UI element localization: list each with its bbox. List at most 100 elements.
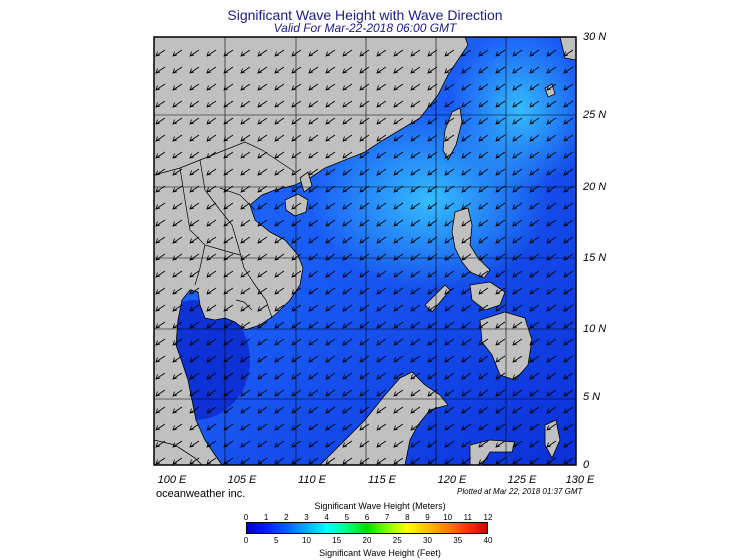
- wave-direction-arrow: [410, 372, 421, 380]
- wave-direction-arrow: [189, 236, 200, 244]
- wave-direction-arrow: [563, 338, 574, 346]
- colorbar: [246, 522, 488, 534]
- colorbar-tick-meters: 10: [443, 513, 453, 522]
- wave-direction-arrow: [172, 168, 183, 176]
- wave-direction-arrow: [155, 355, 166, 363]
- wave-direction-arrow: [376, 389, 387, 397]
- wave-direction-arrow: [478, 270, 489, 278]
- wave-direction-arrow: [223, 304, 234, 312]
- wave-direction-arrow: [223, 321, 234, 329]
- wave-direction-arrow: [172, 287, 183, 295]
- wave-direction-arrow: [359, 168, 370, 176]
- wave-direction-arrow: [359, 66, 370, 74]
- wave-direction-arrow: [410, 389, 421, 397]
- wave-direction-arrow: [308, 372, 319, 380]
- wave-direction-arrow: [172, 185, 183, 193]
- wave-direction-arrow: [274, 287, 285, 295]
- wave-direction-arrow: [444, 338, 455, 346]
- wave-direction-arrow: [359, 338, 370, 346]
- wave-direction-arrow: [206, 423, 217, 431]
- wave-direction-arrow: [495, 423, 506, 431]
- wave-direction-arrow: [393, 236, 404, 244]
- wave-direction-arrow: [529, 457, 540, 465]
- wave-direction-arrow: [563, 202, 574, 210]
- wave-direction-arrow: [189, 49, 200, 57]
- wave-direction-arrow: [444, 423, 455, 431]
- company-credit: oceanweather inc.: [156, 488, 246, 500]
- wave-direction-arrow: [427, 389, 438, 397]
- wave-direction-arrow: [308, 338, 319, 346]
- wave-direction-arrow: [444, 185, 455, 193]
- wave-direction-arrow: [240, 83, 251, 91]
- wave-direction-arrow: [291, 168, 302, 176]
- wave-direction-arrow: [444, 100, 455, 108]
- wave-direction-arrow: [189, 83, 200, 91]
- wave-direction-arrow: [308, 219, 319, 227]
- wave-direction-arrow: [393, 440, 404, 448]
- wave-direction-arrow: [444, 66, 455, 74]
- wave-direction-arrow: [376, 168, 387, 176]
- wave-direction-arrow: [512, 338, 523, 346]
- wave-direction-arrow: [376, 185, 387, 193]
- wave-direction-arrow: [342, 287, 353, 295]
- wave-direction-arrow: [393, 219, 404, 227]
- wave-direction-arrow: [359, 202, 370, 210]
- wave-direction-arrow: [393, 202, 404, 210]
- wave-direction-arrow: [342, 338, 353, 346]
- wave-direction-arrow: [274, 406, 285, 414]
- colorbar-tick-meters: 6: [364, 513, 370, 522]
- wave-direction-arrow: [393, 287, 404, 295]
- wave-direction-arrow: [546, 151, 557, 159]
- wave-direction-arrow: [563, 168, 574, 176]
- wave-direction-arrow: [155, 406, 166, 414]
- wave-direction-arrow: [325, 151, 336, 159]
- wave-direction-arrow: [359, 389, 370, 397]
- wave-direction-arrow: [308, 287, 319, 295]
- wave-direction-arrow: [376, 134, 387, 142]
- wave-direction-arrow: [376, 355, 387, 363]
- wave-direction-arrow: [546, 457, 557, 465]
- colorbar-tick-feet: 30: [423, 536, 432, 545]
- wave-direction-arrow: [478, 304, 489, 312]
- wave-direction-arrow: [291, 389, 302, 397]
- wave-direction-arrow: [478, 219, 489, 227]
- wave-direction-arrow: [546, 423, 557, 431]
- wave-direction-arrow: [325, 287, 336, 295]
- wave-direction-arrows: [155, 49, 574, 465]
- wave-direction-arrow: [206, 83, 217, 91]
- wave-direction-arrow: [495, 389, 506, 397]
- wave-direction-arrow: [461, 151, 472, 159]
- wave-direction-arrow: [495, 117, 506, 125]
- wave-direction-arrow: [393, 185, 404, 193]
- wave-direction-arrow: [461, 270, 472, 278]
- wave-direction-arrow: [512, 151, 523, 159]
- wave-direction-arrow: [546, 406, 557, 414]
- wave-direction-arrow: [189, 372, 200, 380]
- wave-direction-arrow: [172, 270, 183, 278]
- wave-direction-arrow: [495, 100, 506, 108]
- wave-direction-arrow: [274, 440, 285, 448]
- wave-direction-arrow: [172, 338, 183, 346]
- wave-direction-arrow: [563, 236, 574, 244]
- wave-direction-arrow: [155, 185, 166, 193]
- wave-height-map: [153, 36, 577, 466]
- land-sumatra: [154, 439, 203, 465]
- wave-direction-arrow: [155, 457, 166, 465]
- wave-direction-arrow: [189, 355, 200, 363]
- wave-direction-arrow: [393, 168, 404, 176]
- wave-direction-arrow: [529, 304, 540, 312]
- wave-direction-arrow: [308, 270, 319, 278]
- wave-direction-arrow: [240, 66, 251, 74]
- lon-label-120e: 120 E: [437, 474, 467, 486]
- wave-direction-arrow: [427, 304, 438, 312]
- wave-direction-arrow: [427, 321, 438, 329]
- wave-direction-arrow: [257, 287, 268, 295]
- wave-direction-arrow: [495, 253, 506, 261]
- wave-direction-arrow: [308, 202, 319, 210]
- wave-direction-arrow: [359, 253, 370, 261]
- colorbar-tick-meters: 4: [324, 513, 329, 522]
- wave-direction-arrow: [172, 406, 183, 414]
- wave-direction-arrow: [342, 168, 353, 176]
- wave-direction-arrow: [274, 321, 285, 329]
- wave-direction-arrow: [206, 219, 217, 227]
